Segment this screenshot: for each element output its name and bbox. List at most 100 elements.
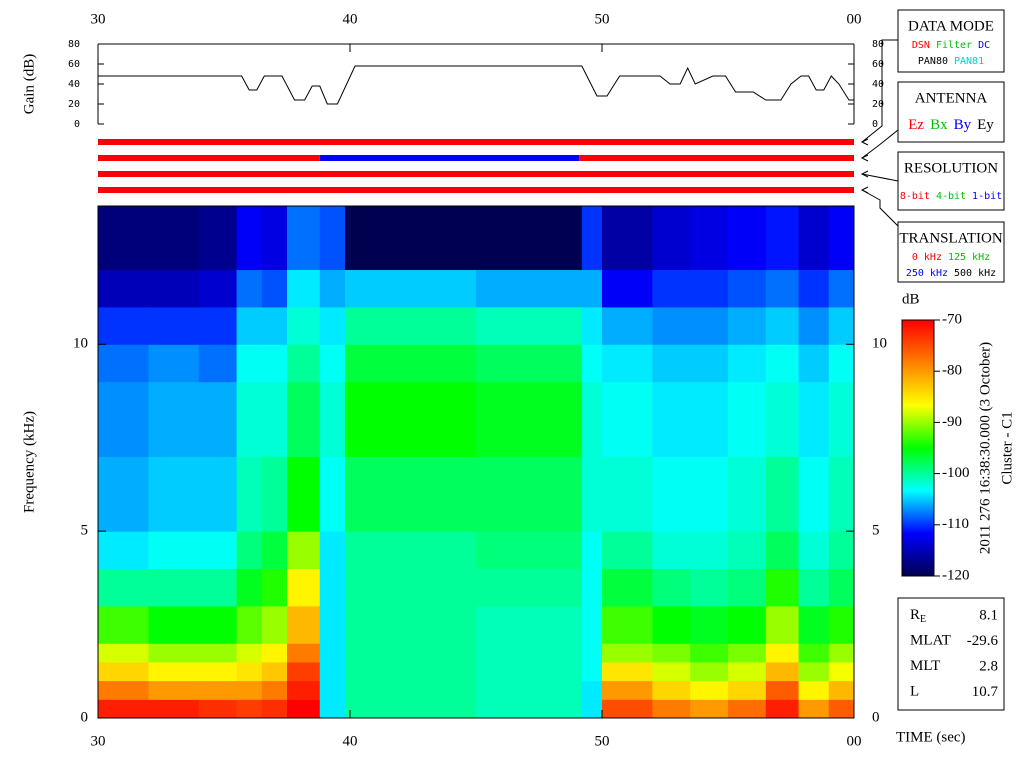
info-box [897,597,1005,711]
heatmap-cell [287,680,321,700]
heatmap-cell [148,344,200,383]
y-axis-label: Gain (dB) [21,54,37,114]
heatmap-cell [148,531,200,570]
heatmap-cell [690,568,729,607]
info-label: RE [910,607,926,625]
legend-line: 250 kHz 500 kHz [906,268,996,279]
heatmap-cell [828,699,855,719]
legend-item: PAN80 [918,56,948,67]
y-tick-label: 40 [872,79,884,90]
heatmap-cell [690,699,729,719]
heatmap-cell [476,531,583,570]
heatmap-cell [728,568,767,607]
heatmap-cell [602,699,653,719]
heatmap-cell [602,643,653,663]
heatmap-cell [344,206,477,271]
heatmap-cell [261,643,288,663]
heatmap-cell [287,344,321,383]
heatmap-cell [690,344,729,383]
y-tick-label: 10 [73,336,88,352]
heatmap-cell [828,661,855,682]
heatmap-cell [690,531,729,570]
heatmap-cell [798,456,830,532]
plot-frame [97,205,855,719]
heatmap-cell [602,381,653,457]
heatmap-cell [581,381,603,457]
heatmap-cell [581,661,603,682]
heatmap-cell [344,381,477,457]
info-value: 8.1 [979,607,998,623]
info-label-text: R [910,607,920,623]
info-label: L [910,684,919,700]
heatmap-cell [652,568,691,607]
heatmap-cell [828,456,855,532]
heatmap-cell [476,680,583,700]
heatmap-cell [765,680,800,700]
legend-line: DSN Filter DC [912,40,990,51]
heatmap-cell [728,643,767,663]
heatmap-cell [261,661,288,682]
arrowhead [860,186,869,194]
heatmap-cell [652,381,691,457]
y-tick-label: 10 [872,336,887,352]
y-tick-label: 0 [872,709,880,725]
heatmap-cell [765,699,800,719]
heatmap-cell [98,344,149,383]
legend-item: Ez [908,117,924,133]
heatmap-cell [765,531,800,570]
colorbar [901,319,935,577]
legend-item: Ey [977,117,994,133]
heatmap-cell [98,605,149,644]
legend-item: By [954,117,972,133]
heatmap-cell [98,381,149,457]
heatmap-cell [148,643,200,663]
heatmap-cell [728,531,767,570]
x-tick-label: 40 [343,11,358,27]
heatmap-cell [690,456,729,532]
legend-box [897,81,1005,143]
heatmap-cell [198,661,238,682]
heatmap-cell [198,643,238,663]
heatmap-cell [287,206,321,271]
legend-item: 500 kHz [954,268,996,279]
heatmap-cell [798,381,830,457]
heatmap-cell [261,680,288,700]
heatmap-cell [319,306,346,345]
heatmap-cell [798,605,830,644]
heatmap-cell [652,531,691,570]
heatmap-cell [476,605,583,644]
legend-line: 0 kHz 125 kHz [912,252,990,263]
heatmap-cell [798,568,830,607]
heatmap-cell [261,531,288,570]
heatmap-cell [319,206,346,271]
heatmap-cell [798,344,830,383]
heatmap-cell [798,680,830,700]
legend-line: Ez Bx By Ey [908,117,994,133]
heatmap-cell [344,344,477,383]
legend-item: 125 kHz [948,252,990,263]
heatmap-cell [319,605,346,644]
heatmap-cell [652,699,691,719]
heatmap-cell [828,680,855,700]
heatmap-cell [690,643,729,663]
heatmap-cell [581,531,603,570]
heatmap-cell [236,680,263,700]
legend-box [897,221,1005,283]
heatmap-cell [319,680,346,700]
colorbar-tick-label: -70 [942,311,962,327]
heatmap-cell [765,269,800,308]
legend-title: ANTENNA [915,90,988,106]
y-tick-label: 0 [81,709,89,725]
info-value: 10.7 [972,684,999,700]
connector [861,129,899,159]
heatmap-cell [319,269,346,308]
gain-line [98,65,854,105]
heatmap-cell [652,456,691,532]
heatmap-cell [728,306,767,345]
heatmap-cell [236,699,263,719]
heatmap-cell [148,699,200,719]
heatmap-cell [319,568,346,607]
heatmap-cell [344,456,477,532]
heatmap-cell [602,661,653,682]
y-tick-label: 20 [68,99,80,110]
